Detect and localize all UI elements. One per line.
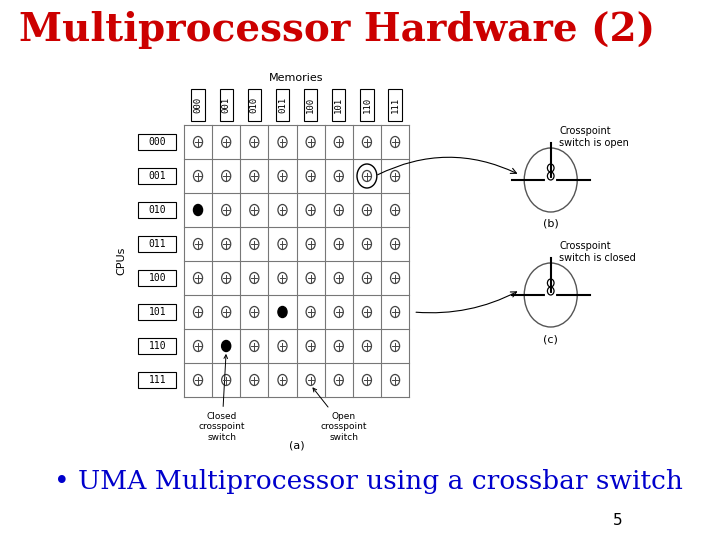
Text: Multiprocessor Hardware (2): Multiprocessor Hardware (2): [19, 11, 655, 49]
FancyBboxPatch shape: [138, 372, 176, 388]
Text: 011: 011: [278, 97, 287, 113]
Text: 110: 110: [148, 341, 166, 351]
FancyBboxPatch shape: [220, 89, 233, 121]
Text: Memories: Memories: [269, 73, 324, 83]
FancyBboxPatch shape: [192, 89, 204, 121]
FancyBboxPatch shape: [138, 168, 176, 184]
Text: 010: 010: [148, 205, 166, 215]
Text: 001: 001: [148, 171, 166, 181]
Circle shape: [222, 341, 230, 352]
FancyBboxPatch shape: [332, 89, 346, 121]
Text: 100: 100: [148, 273, 166, 283]
Text: 000: 000: [194, 97, 202, 113]
Text: 100: 100: [306, 97, 315, 113]
FancyBboxPatch shape: [138, 202, 176, 218]
Text: 011: 011: [148, 239, 166, 249]
FancyBboxPatch shape: [276, 89, 289, 121]
Text: CPUs: CPUs: [117, 247, 127, 275]
FancyBboxPatch shape: [138, 270, 176, 286]
Text: (c): (c): [544, 334, 558, 344]
Circle shape: [278, 307, 287, 318]
Circle shape: [194, 205, 202, 215]
FancyBboxPatch shape: [304, 89, 318, 121]
Text: 5: 5: [613, 513, 623, 528]
FancyBboxPatch shape: [138, 338, 176, 354]
Text: • UMA Multiprocessor using a crossbar switch: • UMA Multiprocessor using a crossbar sw…: [54, 469, 683, 495]
Text: 110: 110: [362, 97, 372, 113]
FancyBboxPatch shape: [360, 89, 374, 121]
Text: 111: 111: [390, 97, 400, 113]
Text: 101: 101: [148, 307, 166, 317]
Text: Open
crosspoint
switch: Open crosspoint switch: [313, 388, 367, 442]
FancyBboxPatch shape: [138, 236, 176, 252]
Text: 000: 000: [148, 137, 166, 147]
Text: Crosspoint
switch is closed: Crosspoint switch is closed: [559, 241, 636, 262]
Text: Closed
crosspoint
switch: Closed crosspoint switch: [199, 355, 246, 442]
Text: 111: 111: [148, 375, 166, 385]
Text: 001: 001: [222, 97, 230, 113]
Text: 101: 101: [334, 97, 343, 113]
FancyBboxPatch shape: [389, 89, 402, 121]
FancyBboxPatch shape: [138, 304, 176, 320]
FancyBboxPatch shape: [248, 89, 261, 121]
Text: 010: 010: [250, 97, 258, 113]
FancyBboxPatch shape: [138, 134, 176, 150]
Text: (a): (a): [289, 440, 305, 450]
Text: Crosspoint
switch is open: Crosspoint switch is open: [559, 126, 629, 147]
Text: (b): (b): [543, 219, 559, 229]
